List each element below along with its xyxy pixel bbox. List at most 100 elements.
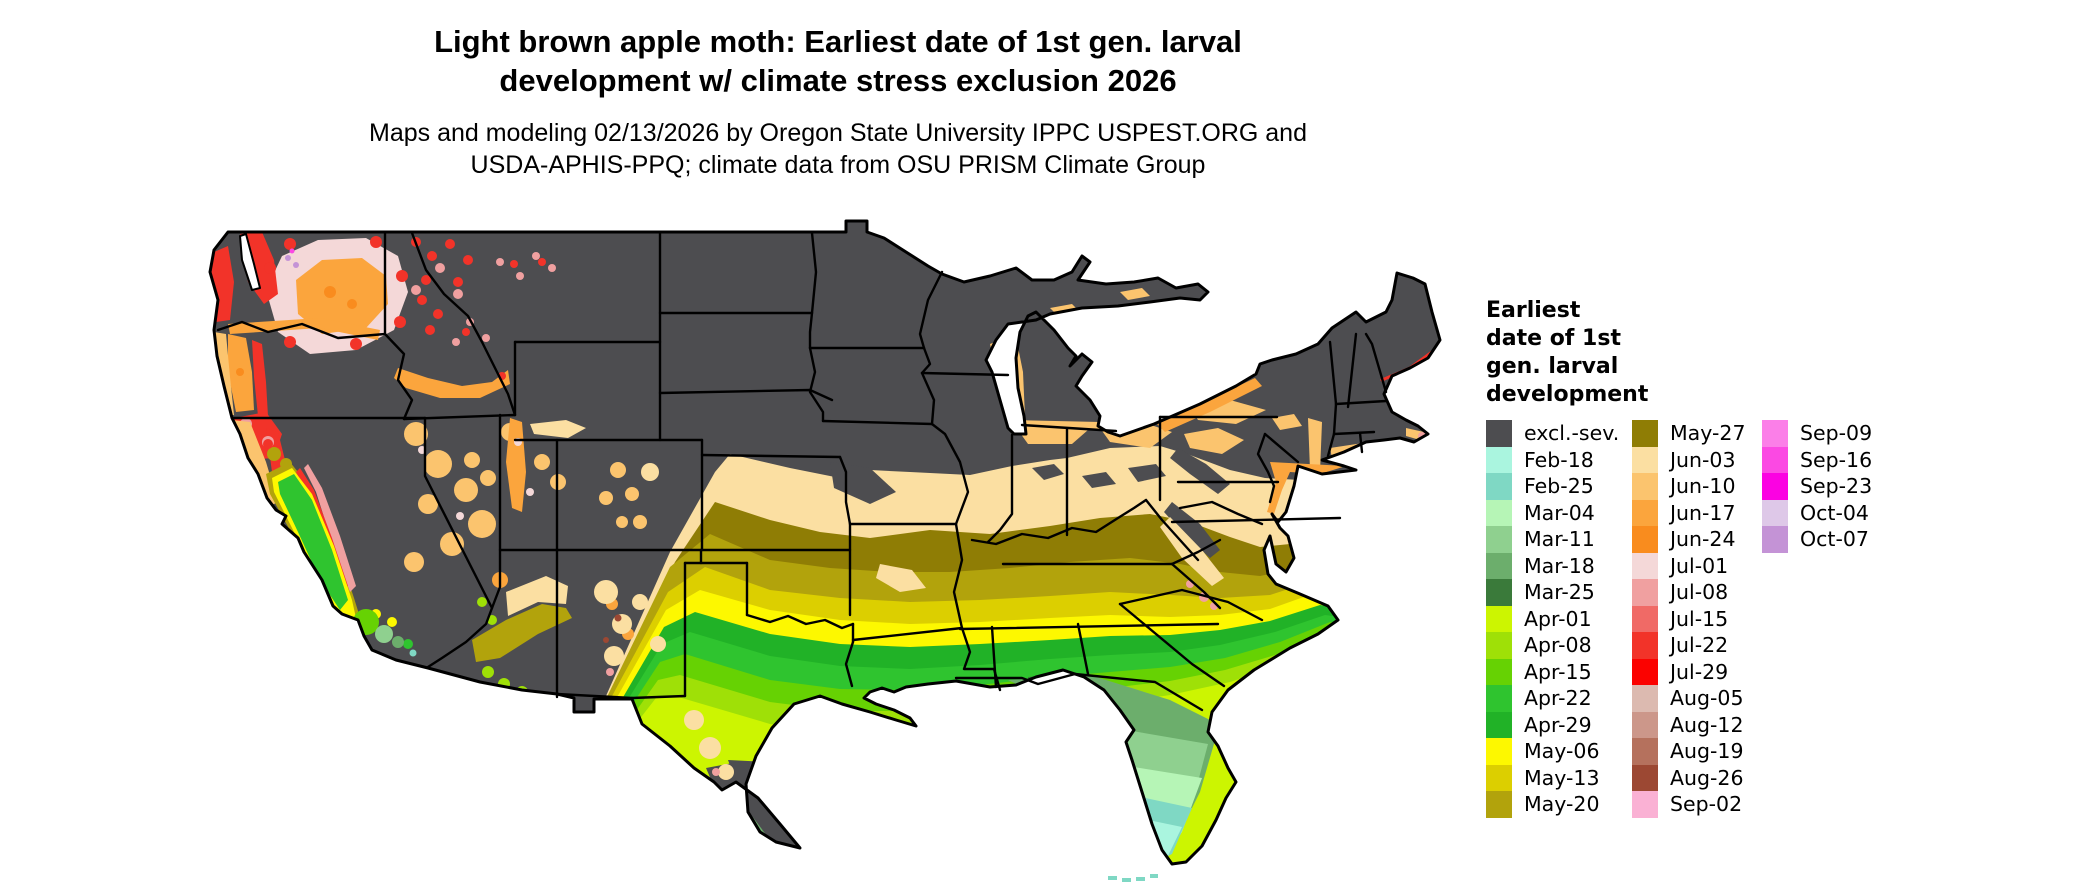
- us-outline: [208, 219, 1442, 866]
- pnw-orange-basin-core: [228, 258, 510, 412]
- legend-entry: excl.-sev.: [1486, 420, 1632, 447]
- legend-label: May-20: [1524, 792, 1600, 817]
- cascades-magenta-specks: [285, 248, 299, 268]
- legend-label: Sep-16: [1800, 447, 1873, 472]
- legend-swatch-may06: [1486, 738, 1512, 765]
- figure-title-line2: development w/ climate stress exclusion …: [499, 63, 1177, 98]
- legend-swatch-sep09: [1762, 420, 1788, 447]
- legend-entry: Apr-29: [1486, 711, 1632, 738]
- legend-swatch-jul08: [1632, 579, 1658, 606]
- legend-label: Aug-26: [1670, 765, 1744, 790]
- legend-label: Aug-12: [1670, 712, 1744, 737]
- figure-title: Light brown apple moth: Earliest date of…: [0, 22, 1676, 100]
- legend-entry: Apr-08: [1486, 632, 1632, 659]
- legend-entry: Apr-22: [1486, 685, 1632, 712]
- legend-label: May-27: [1670, 421, 1746, 446]
- legend-swatch-jul29: [1632, 658, 1658, 685]
- sw-peach-patches: [506, 420, 734, 780]
- legend-label: Apr-15: [1524, 659, 1592, 684]
- legend-swatch-may20: [1486, 791, 1512, 818]
- legend-label: Mar-04: [1524, 500, 1595, 525]
- florida-keys: [1108, 874, 1158, 882]
- legend-swatch-jun24: [1632, 526, 1658, 553]
- legend-entry: Jun-03: [1632, 446, 1762, 473]
- legend-label: excl.-sev.: [1524, 421, 1620, 446]
- legend-swatch-sep02: [1632, 791, 1658, 818]
- legend-label: Jun-03: [1670, 447, 1736, 472]
- figure-subtitle-line2: USDA-APHIS-PPQ; climate data from OSU PR…: [470, 151, 1206, 179]
- legend-label: Sep-23: [1800, 474, 1873, 499]
- legend-entry: Jul-29: [1632, 658, 1762, 685]
- legend-entry: Sep-02: [1632, 791, 1762, 818]
- legend-label: May-13: [1524, 765, 1600, 790]
- legend-label: Oct-04: [1800, 500, 1869, 525]
- ca-sierra-pink-fringe: [304, 464, 356, 592]
- legend-column-1: excl.-sev. Feb-18 Feb-25 Mar-04 Mar-11 Mar-18…: [1486, 420, 1632, 818]
- legend-label: Jul-29: [1670, 659, 1729, 684]
- legend-label: Sep-02: [1670, 792, 1743, 817]
- legend-label: Jun-17: [1670, 500, 1736, 525]
- legend-entry: May-27: [1632, 420, 1762, 447]
- legend-label: Jul-01: [1670, 553, 1729, 578]
- legend-title-line4: development: [1486, 382, 1649, 407]
- lake-st-clair: [1103, 415, 1113, 425]
- legend-label: Apr-22: [1524, 686, 1592, 711]
- legend-entry: Sep-09: [1762, 420, 1902, 447]
- figure-subtitle-line1: Maps and modeling 02/13/2026 by Oregon S…: [369, 119, 1307, 147]
- legend-swatch-oct04: [1762, 499, 1788, 526]
- map-svg: [208, 219, 1442, 882]
- figure-subtitle: Maps and modeling 02/13/2026 by Oregon S…: [0, 117, 1676, 181]
- texas-coast-sage: [778, 730, 830, 830]
- legend-entry: May-13: [1486, 764, 1632, 791]
- legend-entry: Jun-17: [1632, 499, 1762, 526]
- legend-title: Earliest date of 1st gen. larval develop…: [1486, 297, 1786, 409]
- legend-label: Jul-08: [1670, 580, 1729, 605]
- nevada-orange-mottle: [404, 422, 647, 572]
- legend-entry: Sep-23: [1762, 473, 1902, 500]
- legend-label: Aug-19: [1670, 739, 1744, 764]
- legend-swatch-jul01: [1632, 552, 1658, 579]
- legend-swatch-aug26: [1632, 764, 1658, 791]
- legend-swatch-may27: [1632, 420, 1658, 447]
- pnw-jun24-dots: [236, 286, 357, 376]
- legend-title-line3: gen. larval: [1486, 354, 1619, 379]
- legend-entry: Feb-25: [1486, 473, 1632, 500]
- legend-column-3: Sep-09 Sep-16 Sep-23 Oct-04 Oct-07: [1762, 420, 1902, 818]
- legend-swatch-mar25: [1486, 579, 1512, 606]
- legend-swatch-mar04: [1486, 499, 1512, 526]
- legend-swatch-sep23: [1762, 473, 1788, 500]
- legend-swatch-feb18: [1486, 446, 1512, 473]
- legend-swatch-apr29: [1486, 711, 1512, 738]
- legend-entry: Mar-25: [1486, 579, 1632, 606]
- legend-entry: Jul-08: [1632, 579, 1762, 606]
- legend-entry: Mar-11: [1486, 526, 1632, 553]
- legend-entry: Oct-04: [1762, 499, 1902, 526]
- legend-swatch-aug05: [1632, 685, 1658, 712]
- legend-label: Oct-07: [1800, 527, 1869, 552]
- legend-entry: Aug-19: [1632, 738, 1762, 765]
- legend-entry: Aug-05: [1632, 685, 1762, 712]
- legend-entry: Aug-26: [1632, 764, 1762, 791]
- legend-entry: Mar-04: [1486, 499, 1632, 526]
- legend-entry: Jul-01: [1632, 552, 1762, 579]
- legend-label: Apr-29: [1524, 712, 1592, 737]
- legend-title-line2: date of 1st: [1486, 326, 1621, 351]
- legend-entry: Oct-07: [1762, 526, 1902, 553]
- legend-entry: May-20: [1486, 791, 1632, 818]
- legend: excl.-sev. Feb-18 Feb-25 Mar-04 Mar-11 Mar-18…: [1486, 420, 1902, 818]
- legend-swatch-may13: [1486, 764, 1512, 791]
- legend-label: Aug-05: [1670, 686, 1744, 711]
- legend-entry: Jun-24: [1632, 526, 1762, 553]
- ca-valley-green: [278, 474, 413, 649]
- legend-swatch-excl: [1486, 420, 1512, 447]
- legend-swatch-jul15: [1632, 605, 1658, 632]
- legend-swatch-jun10: [1632, 473, 1658, 500]
- legend-swatch-feb25: [1486, 473, 1512, 500]
- legend-label: Jul-15: [1670, 606, 1729, 631]
- legend-swatch-jun03: [1632, 446, 1658, 473]
- legend-label: Jun-24: [1670, 527, 1736, 552]
- socal-green-sage: [336, 609, 417, 657]
- legend-label: May-06: [1524, 739, 1600, 764]
- legend-label: Apr-08: [1524, 633, 1592, 658]
- legend-swatch-mar18: [1486, 552, 1512, 579]
